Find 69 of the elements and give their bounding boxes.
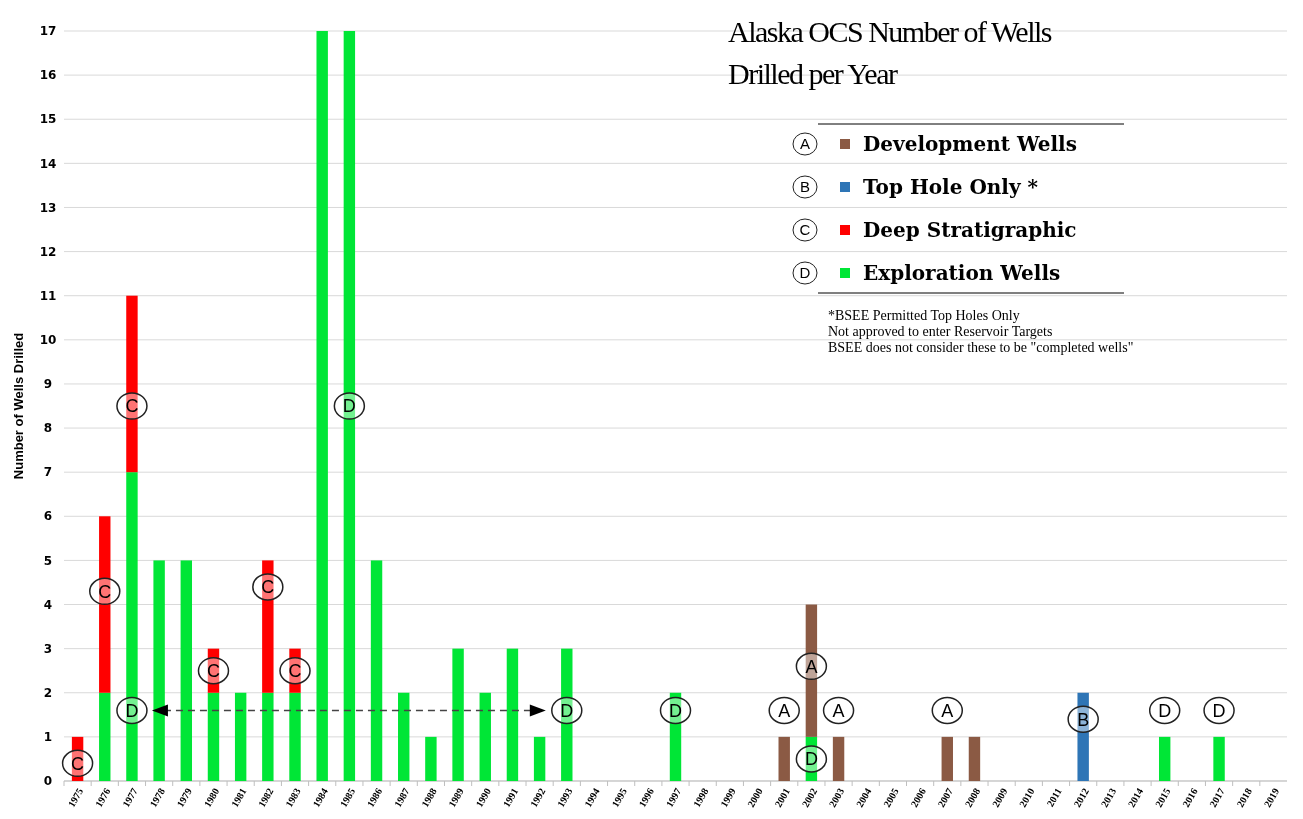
y-tick-label: 7: [43, 465, 53, 480]
y-tick-label: 0: [43, 774, 53, 789]
bar: [506, 648, 519, 781]
annotation: A: [805, 656, 818, 677]
bar: [207, 692, 220, 781]
bar: [1213, 736, 1225, 781]
bar: [968, 736, 981, 781]
annotation: D: [804, 749, 818, 770]
bar: [479, 692, 491, 781]
bar: [99, 692, 111, 781]
y-tick-label: 17: [39, 24, 57, 39]
y-tick-label: 16: [39, 68, 57, 83]
y-axis-title: Number of Wells Drilled: [11, 332, 26, 480]
legend-label: Exploration Wells: [863, 261, 1061, 285]
y-tick-label: 6: [43, 509, 53, 524]
y-tick-label: 1: [43, 730, 53, 745]
annotation: C: [261, 577, 275, 598]
bar: [425, 736, 437, 781]
legend-label: Development Wells: [863, 132, 1077, 156]
annotation: D: [799, 264, 811, 282]
annotation: B: [799, 178, 811, 196]
chart-title: Alaska OCS Number of Wells Drilled per Year: [728, 15, 1052, 90]
annotation: *BSEE Permitted Top Holes Only: [828, 308, 1020, 323]
y-tick-label: 5: [43, 553, 53, 568]
annotation: D: [342, 396, 356, 417]
bar: [316, 31, 328, 781]
annotation: A: [778, 700, 791, 721]
y-tick-label: 3: [43, 641, 53, 656]
bar: [289, 692, 301, 781]
annotation: C: [125, 396, 139, 417]
annotation: D: [1158, 700, 1172, 721]
bar: [452, 648, 464, 781]
bar: [180, 560, 193, 781]
bar: [262, 692, 274, 781]
annotation: Not approved to enter Reservoir Targets: [828, 324, 1053, 339]
bar: [778, 736, 790, 781]
annotation: BSEE does not consider these to be "completed wells": [828, 340, 1134, 355]
annotation: D: [560, 700, 574, 721]
y-tick-label: 15: [39, 112, 57, 127]
annotation: A: [799, 135, 811, 153]
bar: [398, 692, 410, 781]
y-tick-label: 14: [39, 156, 57, 171]
bar: [832, 736, 845, 781]
y-tick-label: 10: [39, 333, 57, 348]
y-tick-label: 13: [39, 200, 57, 215]
bar: [1158, 736, 1171, 781]
annotation: C: [98, 581, 112, 602]
bar: [533, 736, 546, 781]
y-tick-label: 9: [43, 377, 53, 392]
legend-label: Top Hole Only *: [863, 175, 1039, 199]
annotation: C: [799, 221, 811, 239]
annotation: C: [206, 661, 220, 682]
annotation: D: [1212, 700, 1226, 721]
bar: [941, 736, 953, 781]
bar: [234, 692, 247, 781]
bar: [370, 560, 383, 781]
y-tick-label: 4: [43, 597, 53, 612]
annotation: D: [125, 700, 139, 721]
annotation: C: [288, 661, 302, 682]
annotation: C: [71, 753, 85, 774]
annotation: A: [941, 700, 954, 721]
annotation: B: [1077, 709, 1090, 730]
y-tick-label: 8: [43, 421, 53, 436]
annotation: A: [832, 700, 845, 721]
y-tick-label: 11: [39, 288, 57, 303]
legend-label: Deep Stratigraphic: [863, 218, 1077, 242]
annotation: D: [669, 700, 682, 721]
y-tick-label: 12: [39, 244, 57, 259]
y-tick-label: 2: [43, 685, 53, 700]
